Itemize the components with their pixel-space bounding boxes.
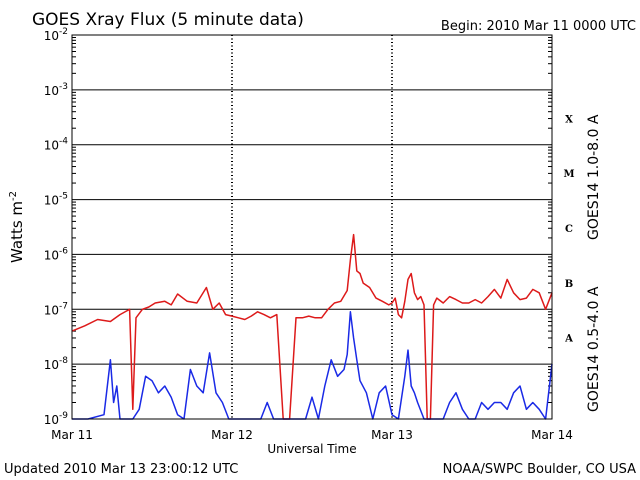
- footer-updated: Updated 2010 Mar 13 23:00:12 UTC: [4, 462, 238, 477]
- y-tick-base: 10: [44, 84, 59, 98]
- y-tick-labels: 10-210-310-410-510-610-710-810-9: [44, 27, 69, 427]
- x-tick-labels: Mar 11 Mar 12 Mar 13 Mar 14: [51, 428, 573, 442]
- legend-series-blue: GOES14 0.5-4.0 A: [586, 286, 602, 412]
- y-tick-exp: -7: [59, 301, 68, 311]
- x-tick-label: Mar 14: [531, 428, 573, 442]
- y-tick-exp: -6: [59, 246, 68, 256]
- y-tick-label: 10-5: [44, 192, 68, 208]
- grid-lines: [72, 35, 552, 419]
- x-axis-label: Universal Time: [267, 442, 356, 456]
- flare-class-label: A: [564, 334, 573, 345]
- series-line-0: [71, 233, 553, 420]
- y-tick-base: 10: [44, 413, 59, 427]
- flare-class-label: B: [565, 279, 573, 290]
- series-lines: [71, 233, 553, 420]
- y-axis-label-exp: -2: [8, 191, 19, 201]
- begin-label: Begin: 2010 Mar 11 0000 UTC: [441, 19, 636, 34]
- y-tick-exp: -3: [59, 82, 68, 92]
- y-tick-label: 10-4: [44, 137, 69, 153]
- y-tick-exp: -8: [59, 356, 68, 366]
- y-tick-base: 10: [44, 139, 59, 153]
- x-tick-label: Mar 12: [211, 428, 253, 442]
- y-tick-label: 10-8: [44, 356, 69, 372]
- y-tick-exp: -2: [59, 27, 68, 37]
- y-tick-label: 10-7: [44, 301, 68, 317]
- svg-text:Watts m-2: Watts m-2: [8, 191, 26, 263]
- x-tick-label: Mar 11: [51, 428, 93, 442]
- y-tick-base: 10: [44, 248, 59, 262]
- y-axis-label-main: Watts m: [8, 201, 26, 263]
- y-tick-exp: -5: [59, 192, 68, 202]
- y-tick-exp: -9: [59, 411, 68, 421]
- y-tick-base: 10: [44, 194, 59, 208]
- y-axis-label: Watts m-2: [8, 191, 26, 263]
- plot-frame: [71, 34, 553, 420]
- y-tick-exp: -4: [59, 137, 68, 147]
- flare-class-labels: X M C B A: [563, 114, 574, 344]
- y-tick-label: 10-6: [44, 246, 69, 262]
- y-tick-label: 10-9: [44, 411, 69, 427]
- y-tick-base: 10: [44, 358, 59, 372]
- flare-class-label: X: [565, 114, 573, 125]
- series-line-1: [72, 311, 553, 420]
- flare-class-label: M: [563, 169, 574, 180]
- legend-series-red: GOES14 1.0-8.0 A: [586, 114, 602, 240]
- footer-credit: NOAA/SWPC Boulder, CO USA: [443, 462, 636, 477]
- chart-title: GOES Xray Flux (5 minute data): [32, 10, 304, 30]
- y-tick-base: 10: [44, 303, 59, 317]
- flare-class-label: C: [565, 224, 573, 235]
- y-tick-label: 10-3: [44, 82, 68, 98]
- y-tick-base: 10: [44, 29, 59, 43]
- x-tick-label: Mar 13: [371, 428, 413, 442]
- y-tick-label: 10-2: [44, 27, 68, 43]
